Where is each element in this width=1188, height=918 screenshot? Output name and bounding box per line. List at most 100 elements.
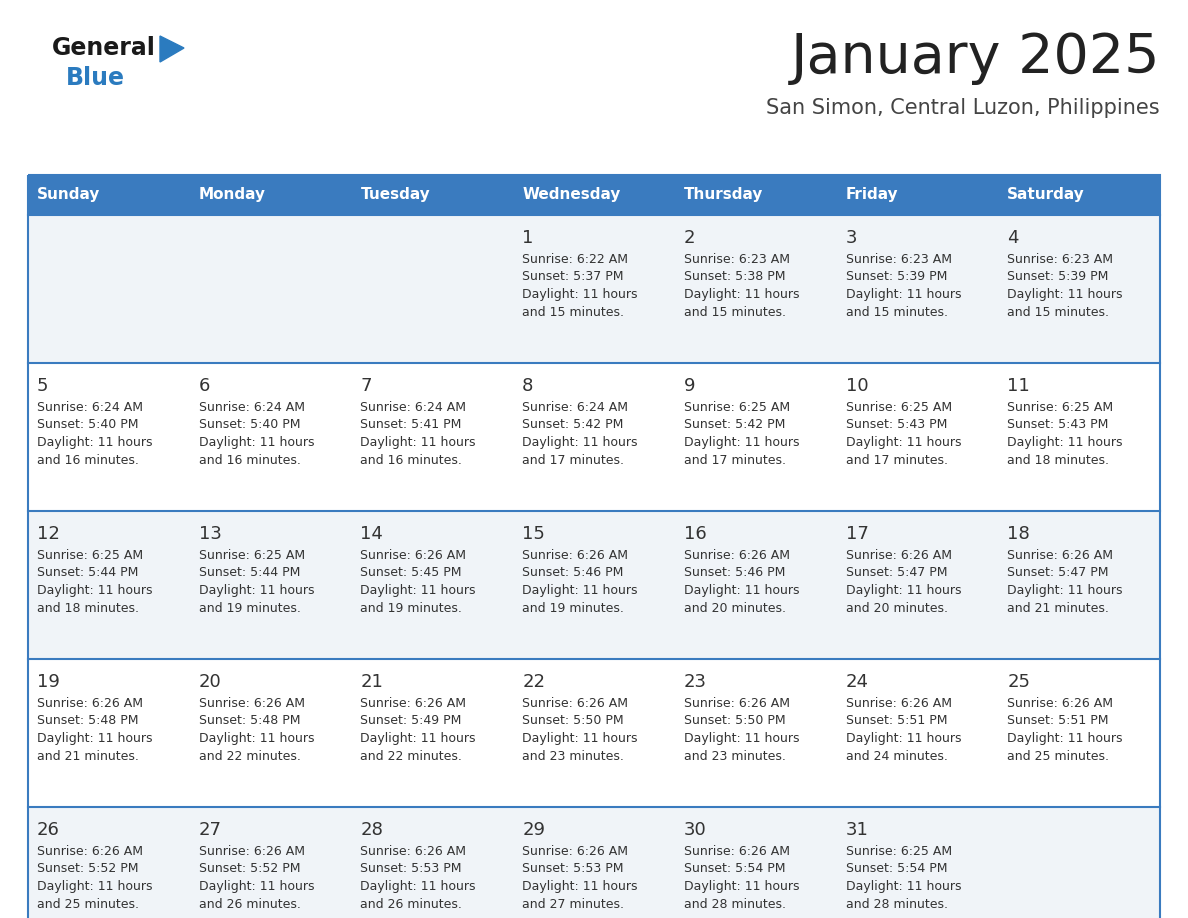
Text: Sunrise: 6:26 AM: Sunrise: 6:26 AM — [360, 845, 467, 858]
Text: Daylight: 11 hours: Daylight: 11 hours — [37, 732, 152, 745]
Bar — [998, 175, 1159, 215]
Text: 6: 6 — [198, 377, 210, 395]
Text: Sunset: 5:42 PM: Sunset: 5:42 PM — [523, 419, 624, 431]
Text: San Simon, Central Luzon, Philippines: San Simon, Central Luzon, Philippines — [766, 98, 1159, 118]
Text: Sunset: 5:48 PM: Sunset: 5:48 PM — [198, 714, 301, 727]
Text: Daylight: 11 hours: Daylight: 11 hours — [198, 880, 314, 893]
Text: Sunrise: 6:25 AM: Sunrise: 6:25 AM — [846, 401, 952, 414]
Text: Sunset: 5:43 PM: Sunset: 5:43 PM — [846, 419, 947, 431]
Text: Sunset: 5:46 PM: Sunset: 5:46 PM — [523, 566, 624, 579]
Bar — [29, 363, 1159, 511]
Text: and 17 minutes.: and 17 minutes. — [846, 453, 948, 466]
Text: 21: 21 — [360, 673, 384, 691]
Text: and 22 minutes.: and 22 minutes. — [198, 749, 301, 763]
Bar — [513, 175, 675, 215]
Text: Sunrise: 6:25 AM: Sunrise: 6:25 AM — [684, 401, 790, 414]
Bar — [29, 215, 1159, 363]
Text: Sunrise: 6:26 AM: Sunrise: 6:26 AM — [360, 697, 467, 710]
Text: and 18 minutes.: and 18 minutes. — [37, 601, 139, 614]
Text: and 15 minutes.: and 15 minutes. — [846, 306, 948, 319]
Text: Sunset: 5:39 PM: Sunset: 5:39 PM — [1007, 271, 1108, 284]
Text: Sunset: 5:38 PM: Sunset: 5:38 PM — [684, 271, 785, 284]
Text: Sunrise: 6:26 AM: Sunrise: 6:26 AM — [198, 697, 304, 710]
Text: Sunrise: 6:26 AM: Sunrise: 6:26 AM — [1007, 697, 1113, 710]
Text: Daylight: 11 hours: Daylight: 11 hours — [846, 880, 961, 893]
Text: Daylight: 11 hours: Daylight: 11 hours — [846, 732, 961, 745]
Text: 22: 22 — [523, 673, 545, 691]
Text: Daylight: 11 hours: Daylight: 11 hours — [684, 732, 800, 745]
Text: Sunset: 5:43 PM: Sunset: 5:43 PM — [1007, 419, 1108, 431]
Text: Sunrise: 6:23 AM: Sunrise: 6:23 AM — [846, 253, 952, 266]
Text: Sunset: 5:51 PM: Sunset: 5:51 PM — [846, 714, 947, 727]
Text: Daylight: 11 hours: Daylight: 11 hours — [523, 880, 638, 893]
Text: Daylight: 11 hours: Daylight: 11 hours — [1007, 732, 1123, 745]
Bar — [29, 511, 1159, 659]
Text: Sunset: 5:45 PM: Sunset: 5:45 PM — [360, 566, 462, 579]
Text: Sunrise: 6:25 AM: Sunrise: 6:25 AM — [846, 845, 952, 858]
Text: 27: 27 — [198, 821, 222, 839]
Text: Sunrise: 6:22 AM: Sunrise: 6:22 AM — [523, 253, 628, 266]
Text: Sunset: 5:44 PM: Sunset: 5:44 PM — [37, 566, 138, 579]
Text: Sunrise: 6:26 AM: Sunrise: 6:26 AM — [846, 549, 952, 562]
Text: Sunrise: 6:24 AM: Sunrise: 6:24 AM — [37, 401, 143, 414]
Text: Sunrise: 6:24 AM: Sunrise: 6:24 AM — [198, 401, 304, 414]
Text: Sunrise: 6:26 AM: Sunrise: 6:26 AM — [523, 549, 628, 562]
Bar — [190, 175, 352, 215]
Text: Sunrise: 6:26 AM: Sunrise: 6:26 AM — [360, 549, 467, 562]
Text: 28: 28 — [360, 821, 384, 839]
Text: 4: 4 — [1007, 229, 1019, 247]
Text: Daylight: 11 hours: Daylight: 11 hours — [846, 584, 961, 597]
Text: 23: 23 — [684, 673, 707, 691]
Text: Daylight: 11 hours: Daylight: 11 hours — [523, 436, 638, 449]
Text: 16: 16 — [684, 525, 707, 543]
Text: and 26 minutes.: and 26 minutes. — [198, 898, 301, 911]
Text: 13: 13 — [198, 525, 222, 543]
Text: Daylight: 11 hours: Daylight: 11 hours — [684, 436, 800, 449]
Text: and 24 minutes.: and 24 minutes. — [846, 749, 948, 763]
Text: and 21 minutes.: and 21 minutes. — [1007, 601, 1110, 614]
Text: Monday: Monday — [198, 187, 266, 203]
Text: Sunrise: 6:26 AM: Sunrise: 6:26 AM — [1007, 549, 1113, 562]
Text: 15: 15 — [523, 525, 545, 543]
Text: Daylight: 11 hours: Daylight: 11 hours — [684, 288, 800, 301]
Text: Wednesday: Wednesday — [523, 187, 620, 203]
Text: Tuesday: Tuesday — [360, 187, 430, 203]
Text: Daylight: 11 hours: Daylight: 11 hours — [684, 584, 800, 597]
Text: and 21 minutes.: and 21 minutes. — [37, 749, 139, 763]
Text: 29: 29 — [523, 821, 545, 839]
Text: and 27 minutes.: and 27 minutes. — [523, 898, 624, 911]
Text: and 16 minutes.: and 16 minutes. — [360, 453, 462, 466]
Text: Friday: Friday — [846, 187, 898, 203]
Text: 9: 9 — [684, 377, 695, 395]
Bar — [836, 175, 998, 215]
Bar — [675, 175, 836, 215]
Text: Daylight: 11 hours: Daylight: 11 hours — [198, 732, 314, 745]
Text: Sunrise: 6:26 AM: Sunrise: 6:26 AM — [37, 697, 143, 710]
Text: Daylight: 11 hours: Daylight: 11 hours — [360, 732, 476, 745]
Text: and 26 minutes.: and 26 minutes. — [360, 898, 462, 911]
Text: 20: 20 — [198, 673, 221, 691]
Text: Daylight: 11 hours: Daylight: 11 hours — [523, 584, 638, 597]
Text: 1: 1 — [523, 229, 533, 247]
Text: and 16 minutes.: and 16 minutes. — [37, 453, 139, 466]
Text: and 22 minutes.: and 22 minutes. — [360, 749, 462, 763]
Text: 26: 26 — [37, 821, 59, 839]
Text: and 15 minutes.: and 15 minutes. — [523, 306, 624, 319]
Text: Sunset: 5:40 PM: Sunset: 5:40 PM — [37, 419, 139, 431]
Bar — [29, 659, 1159, 807]
Text: Sunset: 5:37 PM: Sunset: 5:37 PM — [523, 271, 624, 284]
Text: and 19 minutes.: and 19 minutes. — [523, 601, 624, 614]
Text: Sunset: 5:53 PM: Sunset: 5:53 PM — [360, 863, 462, 876]
Text: Sunrise: 6:24 AM: Sunrise: 6:24 AM — [523, 401, 628, 414]
Text: Daylight: 11 hours: Daylight: 11 hours — [198, 436, 314, 449]
Text: 19: 19 — [37, 673, 59, 691]
Text: Sunrise: 6:26 AM: Sunrise: 6:26 AM — [198, 845, 304, 858]
Text: Daylight: 11 hours: Daylight: 11 hours — [37, 584, 152, 597]
Text: Sunrise: 6:26 AM: Sunrise: 6:26 AM — [846, 697, 952, 710]
Text: and 16 minutes.: and 16 minutes. — [198, 453, 301, 466]
Text: 31: 31 — [846, 821, 868, 839]
Text: 25: 25 — [1007, 673, 1030, 691]
Text: Daylight: 11 hours: Daylight: 11 hours — [198, 584, 314, 597]
Text: Sunrise: 6:26 AM: Sunrise: 6:26 AM — [684, 845, 790, 858]
Text: Sunrise: 6:25 AM: Sunrise: 6:25 AM — [1007, 401, 1113, 414]
